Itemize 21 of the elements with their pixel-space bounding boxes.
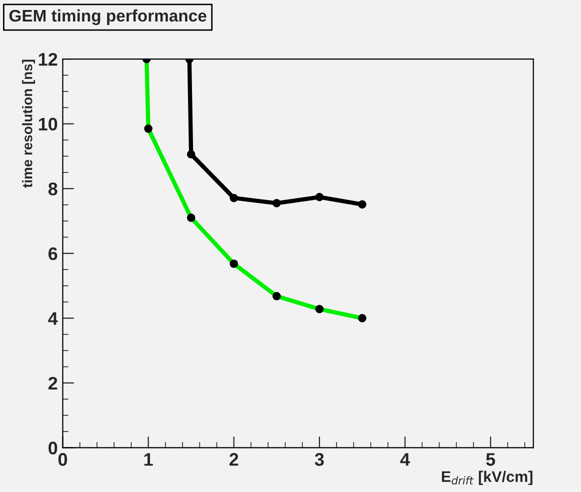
x-tick-label: 5 <box>486 453 496 466</box>
point <box>358 200 366 209</box>
x-tick-label: 3 <box>314 453 324 466</box>
y-tick-label: 6 <box>48 247 58 260</box>
x-tick-label: 2 <box>229 453 238 466</box>
y-tick-label: 0 <box>48 442 58 454</box>
point <box>272 199 281 208</box>
point <box>230 194 238 202</box>
point <box>315 192 324 202</box>
x-tick-label: 4 <box>400 453 410 466</box>
chart-title: GEM timing performance <box>9 9 206 26</box>
y-tick-label: 12 <box>38 52 58 66</box>
y-tick-label: 2 <box>48 376 58 390</box>
x-axis-title: E$_{drift}$ [kV/cm] <box>442 470 532 486</box>
y-tick-label: 10 <box>38 118 58 131</box>
point <box>186 150 196 158</box>
y-tick-label: 4 <box>48 312 58 325</box>
y-axis-title: time resolution [ns] <box>22 60 36 188</box>
y-tick-label: 8 <box>48 182 58 196</box>
x-tick-label: 0 <box>58 453 68 466</box>
x-tick-label: 1 <box>144 453 153 466</box>
